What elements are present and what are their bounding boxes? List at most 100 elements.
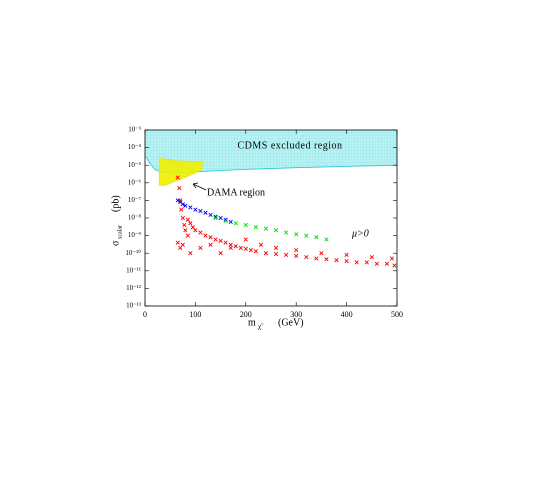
point [188, 221, 193, 226]
point [223, 240, 228, 245]
point [179, 207, 184, 212]
point [369, 254, 374, 260]
point [185, 233, 190, 238]
point [175, 175, 180, 180]
y-tick-label: 10⁻⁷ [128, 196, 142, 204]
point [228, 242, 233, 247]
point [203, 210, 208, 215]
point [193, 207, 198, 212]
point [182, 222, 187, 228]
annotation: μ>0 [351, 228, 369, 239]
point [203, 233, 208, 238]
point [354, 260, 359, 265]
point [213, 215, 218, 221]
point [218, 251, 223, 256]
point [243, 222, 248, 228]
y-label: σ [110, 240, 121, 246]
point [324, 257, 329, 262]
point [193, 228, 198, 233]
point [344, 252, 349, 258]
point [294, 247, 299, 253]
y-tick-label: 10⁻¹³ [126, 302, 141, 310]
point [253, 225, 258, 230]
point [294, 232, 299, 237]
region-fill [145, 130, 397, 174]
point [188, 205, 193, 210]
point [233, 244, 238, 249]
point [263, 226, 269, 231]
point [198, 245, 203, 251]
point [213, 214, 218, 219]
point [273, 228, 279, 233]
point [253, 249, 258, 254]
point [384, 261, 390, 266]
point [344, 259, 349, 264]
point [314, 256, 319, 261]
x-label: m [248, 317, 256, 328]
point [284, 252, 289, 258]
x-tick-label: 400 [341, 310, 353, 319]
y-tick-label: 10⁻⁴ [128, 143, 142, 151]
y-tick-label: 10⁻¹⁰ [125, 249, 141, 257]
point [180, 215, 185, 221]
x-label-unit: (GeV) [278, 317, 304, 328]
point [228, 219, 233, 225]
point [183, 203, 188, 208]
point [223, 217, 228, 222]
point [180, 242, 185, 247]
point [208, 235, 213, 240]
y-axis-label: σ scalar (pb) [110, 195, 123, 246]
point [238, 245, 243, 251]
point [243, 246, 248, 251]
region [158, 157, 204, 186]
plot-area [145, 130, 398, 268]
point [198, 208, 203, 214]
point [284, 230, 289, 235]
point [208, 212, 213, 218]
x-tick-label: 0 [143, 310, 147, 319]
point [218, 238, 223, 244]
point [177, 185, 182, 191]
point [183, 228, 188, 233]
y-tick-label: 10⁻³ [128, 126, 141, 134]
point [263, 251, 269, 256]
point [188, 251, 193, 256]
y-tick-label: 10⁻¹² [126, 284, 141, 292]
x-label-sub: χ̃ [258, 323, 264, 331]
point [228, 245, 233, 251]
point [248, 247, 253, 253]
point [180, 202, 185, 207]
point [208, 242, 213, 247]
y-tick-label: 10⁻¹¹ [126, 266, 141, 274]
y-label-sub: scalar [117, 225, 123, 239]
point [223, 218, 228, 223]
point [324, 237, 329, 242]
point [218, 215, 223, 221]
y-label-unit: (pb) [110, 195, 121, 212]
point [273, 251, 279, 257]
point [304, 233, 309, 238]
y-tick-label: 10⁻⁹ [128, 231, 142, 239]
point [198, 230, 203, 235]
point [233, 221, 238, 226]
point [175, 198, 180, 203]
point [314, 235, 319, 240]
point [243, 237, 248, 242]
point [392, 263, 397, 268]
point [294, 253, 299, 259]
x-tick-label: 200 [240, 310, 252, 319]
point [185, 217, 190, 222]
x-axis-label: m χ̃ (GeV) [248, 317, 304, 330]
y-tick-label: 10⁻⁸ [128, 214, 142, 222]
annotation: CDMS excluded region [238, 140, 343, 151]
point [374, 261, 379, 266]
point [258, 242, 264, 247]
point [213, 237, 218, 242]
point [304, 254, 309, 260]
annotation: DAMA region [207, 187, 265, 198]
point [334, 258, 339, 263]
x-tick-label: 300 [290, 310, 302, 319]
point [319, 251, 324, 256]
x-tick-label: 100 [189, 310, 201, 319]
